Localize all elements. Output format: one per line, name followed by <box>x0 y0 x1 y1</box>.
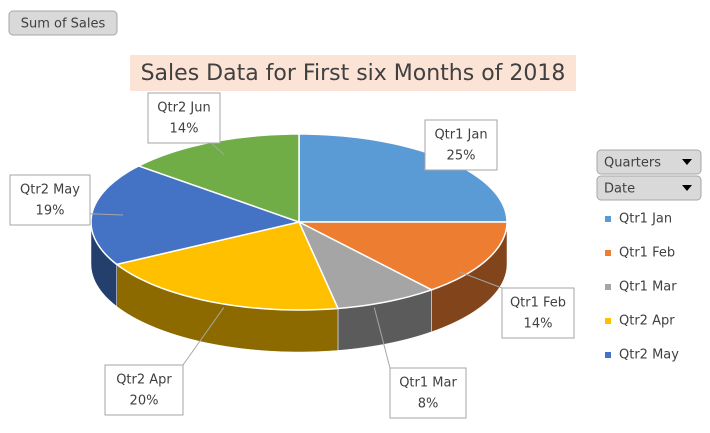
field-button[interactable] <box>8 10 118 36</box>
label-box <box>9 174 91 226</box>
field-button[interactable] <box>596 175 702 201</box>
legend-label: Qtr2 Jun <box>619 382 672 397</box>
legend-label: Qtr2 May <box>619 348 679 363</box>
slice <box>297 220 434 310</box>
leader-line <box>373 307 391 369</box>
leader-line <box>182 307 225 366</box>
legend-label: Qtr1 Jan <box>619 212 672 227</box>
legend-swatch <box>605 284 611 290</box>
pie <box>90 133 508 353</box>
legend-label: Qtr1 Feb <box>619 246 675 261</box>
data-label-category: Qtr1 Feb <box>510 296 566 311</box>
leader-line <box>89 213 124 216</box>
legend-label: Qtr1 Mar <box>619 280 677 295</box>
data-label: 20% <box>130 394 159 409</box>
field-button-label: Quarters <box>604 156 661 171</box>
chart-title: Sales Data for First six Months of 2018 <box>141 61 566 86</box>
data-label-category: Qtr2 Jun <box>157 101 210 116</box>
data-label-category: Qtr2 May <box>20 183 80 198</box>
label-box <box>424 119 498 171</box>
data-label-category: Qtr1 Jan <box>434 128 487 143</box>
label-box <box>104 364 184 416</box>
field-button-label: Sum of Sales <box>21 17 106 32</box>
slice <box>114 221 340 311</box>
legend-swatch <box>605 386 611 392</box>
data-label: 8% <box>418 397 439 412</box>
legend: Qtr1 Jan Qtr1 Feb Qtr1 Mar Qtr2 Apr Qtr2 May… <box>605 212 679 397</box>
slice <box>298 221 508 291</box>
data-label-category: Qtr1 Mar <box>399 376 457 391</box>
leader-line <box>210 142 225 155</box>
dropdown-arrow <box>682 159 692 165</box>
data-label: 14% <box>524 317 553 332</box>
leader-line <box>458 271 503 289</box>
dropdown-arrow <box>682 185 692 191</box>
label-box <box>501 287 575 339</box>
data-label: 25% <box>447 149 476 164</box>
field-button-label: Date <box>604 182 635 197</box>
legend-swatch <box>605 318 611 324</box>
data-label: 14% <box>170 122 199 137</box>
legend-swatch <box>605 216 611 222</box>
title-background <box>130 55 576 91</box>
legend-swatch <box>605 250 611 256</box>
legend-swatch <box>605 352 611 358</box>
data-label: 19% <box>36 204 65 219</box>
label-box <box>147 92 221 144</box>
data-labels: Qtr1 Jan 25% Qtr1 Feb 14% Qtr1 Mar 8% Qtr2 Apr… <box>9 92 575 419</box>
legend-label: Qtr2 Apr <box>619 314 675 329</box>
field-button[interactable] <box>596 149 702 175</box>
label-box <box>389 367 467 419</box>
data-label-category: Qtr2 Apr <box>116 373 172 388</box>
